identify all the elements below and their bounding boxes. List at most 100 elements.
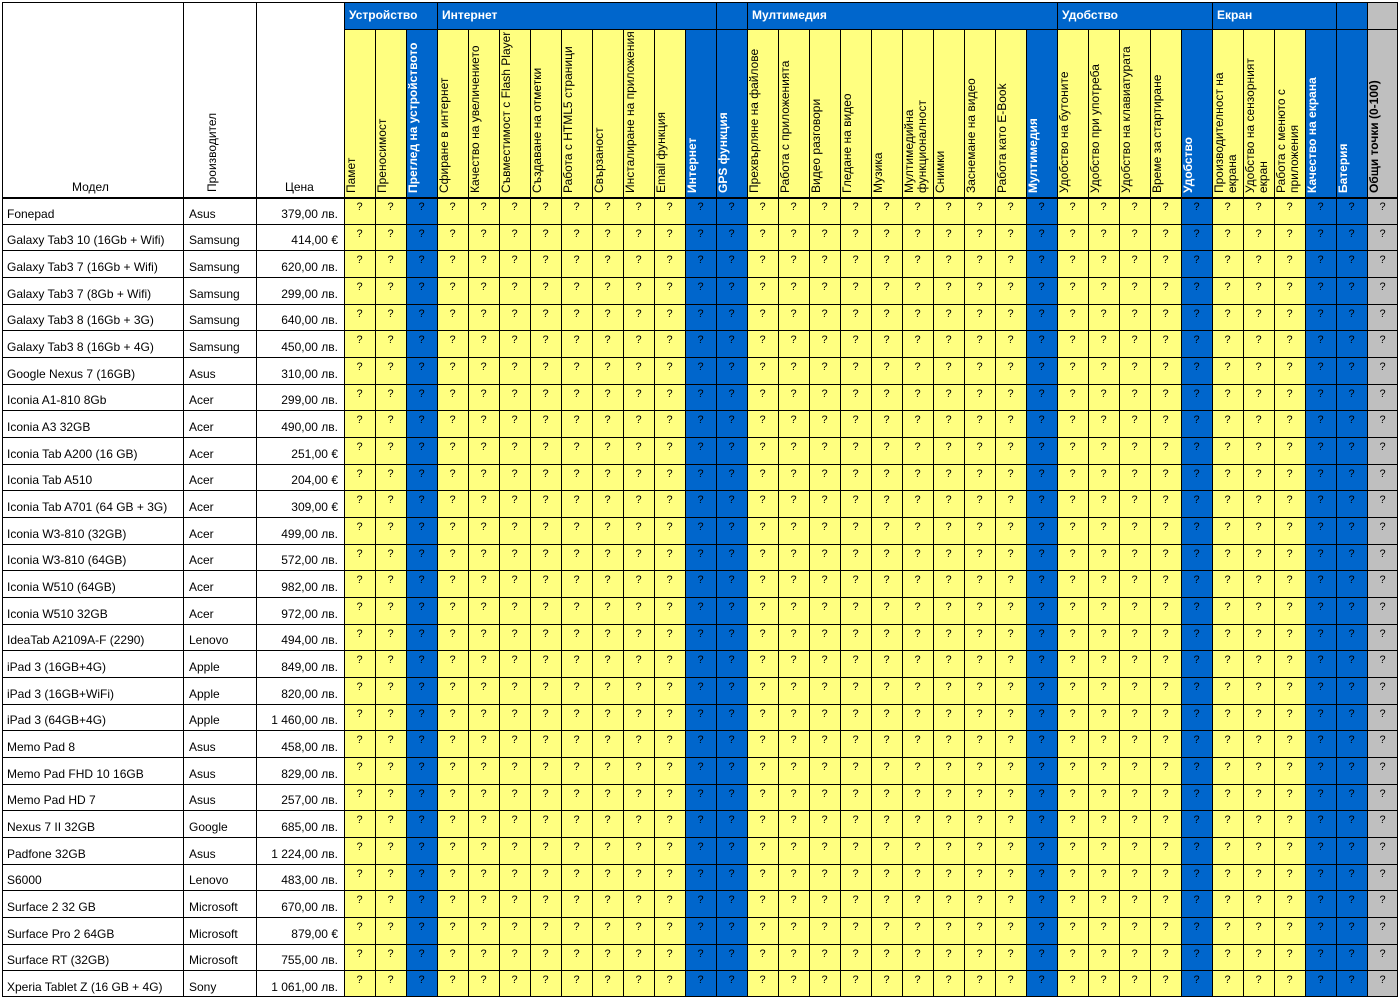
criterion-column-bg	[1243, 29, 1274, 997]
score-cell: ?	[1162, 201, 1169, 213]
score-cell: ?	[511, 414, 518, 427]
row-price: 670,00 лв.	[281, 900, 338, 914]
grid-vline	[809, 29, 810, 997]
score-cell: ?	[1348, 201, 1355, 213]
score-cell: ?	[418, 494, 425, 507]
row-maker: Samsung	[189, 260, 240, 274]
score-cell: ?	[976, 761, 983, 773]
group-label	[716, 2, 747, 29]
score-cell: ?	[1379, 361, 1386, 373]
score-cell: ?	[449, 841, 456, 853]
grid-hline	[2, 490, 1398, 492]
score-cell: ?	[480, 547, 487, 560]
score-cell: ?	[356, 654, 363, 667]
criterion-column-bg	[902, 29, 933, 997]
score-cell: ?	[1348, 947, 1355, 960]
score-cell: ?	[1162, 841, 1169, 853]
score-cell: ?	[387, 654, 394, 667]
score-cell: ?	[1286, 974, 1293, 987]
grid-vline	[1397, 2, 1398, 997]
score-cell: ?	[790, 361, 797, 373]
score-cell: ?	[387, 681, 394, 693]
score-cell: ?	[635, 547, 642, 560]
score-cell: ?	[418, 574, 425, 587]
score-cell: ?	[1193, 467, 1200, 480]
score-cell: ?	[821, 414, 828, 427]
score-cell: ?	[511, 281, 518, 293]
grid-hline	[2, 863, 1398, 865]
score-cell: ?	[976, 601, 983, 613]
score-cell: ?	[976, 841, 983, 853]
score-cell: ?	[1069, 521, 1076, 533]
score-cell: ?	[883, 761, 890, 773]
score-cell: ?	[449, 947, 456, 960]
score-cell: ?	[480, 441, 487, 453]
score-cell: ?	[1069, 841, 1076, 853]
score-cell: ?	[1162, 281, 1169, 293]
summary-column-bg	[1026, 29, 1057, 997]
score-cell: ?	[666, 974, 673, 987]
score-cell: ?	[1131, 787, 1138, 800]
score-cell: ?	[511, 521, 518, 533]
score-cell: ?	[1317, 307, 1324, 320]
score-cell: ?	[1379, 654, 1386, 667]
score-cell: ?	[1224, 734, 1231, 747]
score-cell: ?	[356, 921, 363, 933]
score-cell: ?	[976, 894, 983, 907]
score-cell: ?	[759, 921, 766, 933]
score-cell: ?	[1131, 467, 1138, 480]
score-cell: ?	[821, 601, 828, 613]
score-cell: ?	[976, 467, 983, 480]
score-cell: ?	[1007, 467, 1014, 480]
score-cell: ?	[1317, 281, 1324, 293]
score-cell: ?	[387, 521, 394, 533]
score-cell: ?	[573, 947, 580, 960]
score-cell: ?	[387, 947, 394, 960]
grid-vline	[1305, 29, 1306, 997]
score-cell: ?	[1224, 441, 1231, 453]
score-cell: ?	[1193, 894, 1200, 907]
score-cell: ?	[697, 947, 704, 960]
row-price: 879,00 €	[291, 926, 338, 941]
score-cell: ?	[728, 654, 735, 667]
score-cell: ?	[914, 361, 921, 373]
score-cell: ?	[480, 681, 487, 693]
score-cell: ?	[728, 974, 735, 987]
score-cell: ?	[1348, 254, 1355, 267]
score-cell: ?	[1100, 521, 1107, 533]
score-cell: ?	[542, 574, 549, 587]
score-cell: ?	[449, 227, 456, 240]
score-cell: ?	[666, 227, 673, 240]
score-cell: ?	[635, 681, 642, 693]
grid-hline	[2, 730, 1398, 732]
score-cell: ?	[1131, 681, 1138, 693]
score-cell: ?	[1100, 334, 1107, 347]
score-cell: ?	[1100, 654, 1107, 667]
score-cell: ?	[1317, 974, 1324, 987]
score-cell: ?	[976, 441, 983, 453]
score-cell: ?	[1379, 307, 1386, 320]
score-cell: ?	[1348, 307, 1355, 320]
score-cell: ?	[542, 921, 549, 933]
score-cell: ?	[790, 841, 797, 853]
row-price: 379,00 лв.	[281, 206, 338, 221]
score-cell: ?	[1131, 494, 1138, 507]
score-cell: ?	[1255, 521, 1262, 533]
score-cell: ?	[945, 894, 952, 907]
score-cell: ?	[1162, 387, 1169, 400]
summary-column-bg	[716, 29, 747, 997]
score-cell: ?	[449, 521, 456, 533]
row-price: 299,00 лв.	[281, 286, 338, 301]
score-cell: ?	[1286, 787, 1293, 800]
score-cell: ?	[821, 654, 828, 667]
score-cell: ?	[604, 201, 611, 213]
criterion-header: Сфиране в интернет	[438, 77, 451, 193]
score-cell: ?	[914, 441, 921, 453]
score-cell: ?	[1317, 601, 1324, 613]
score-cell: ?	[1038, 201, 1045, 213]
score-cell: ?	[759, 894, 766, 907]
grid-vline	[256, 2, 257, 997]
score-cell: ?	[1131, 334, 1138, 347]
grid-vline	[778, 29, 779, 997]
score-cell: ?	[790, 707, 797, 720]
